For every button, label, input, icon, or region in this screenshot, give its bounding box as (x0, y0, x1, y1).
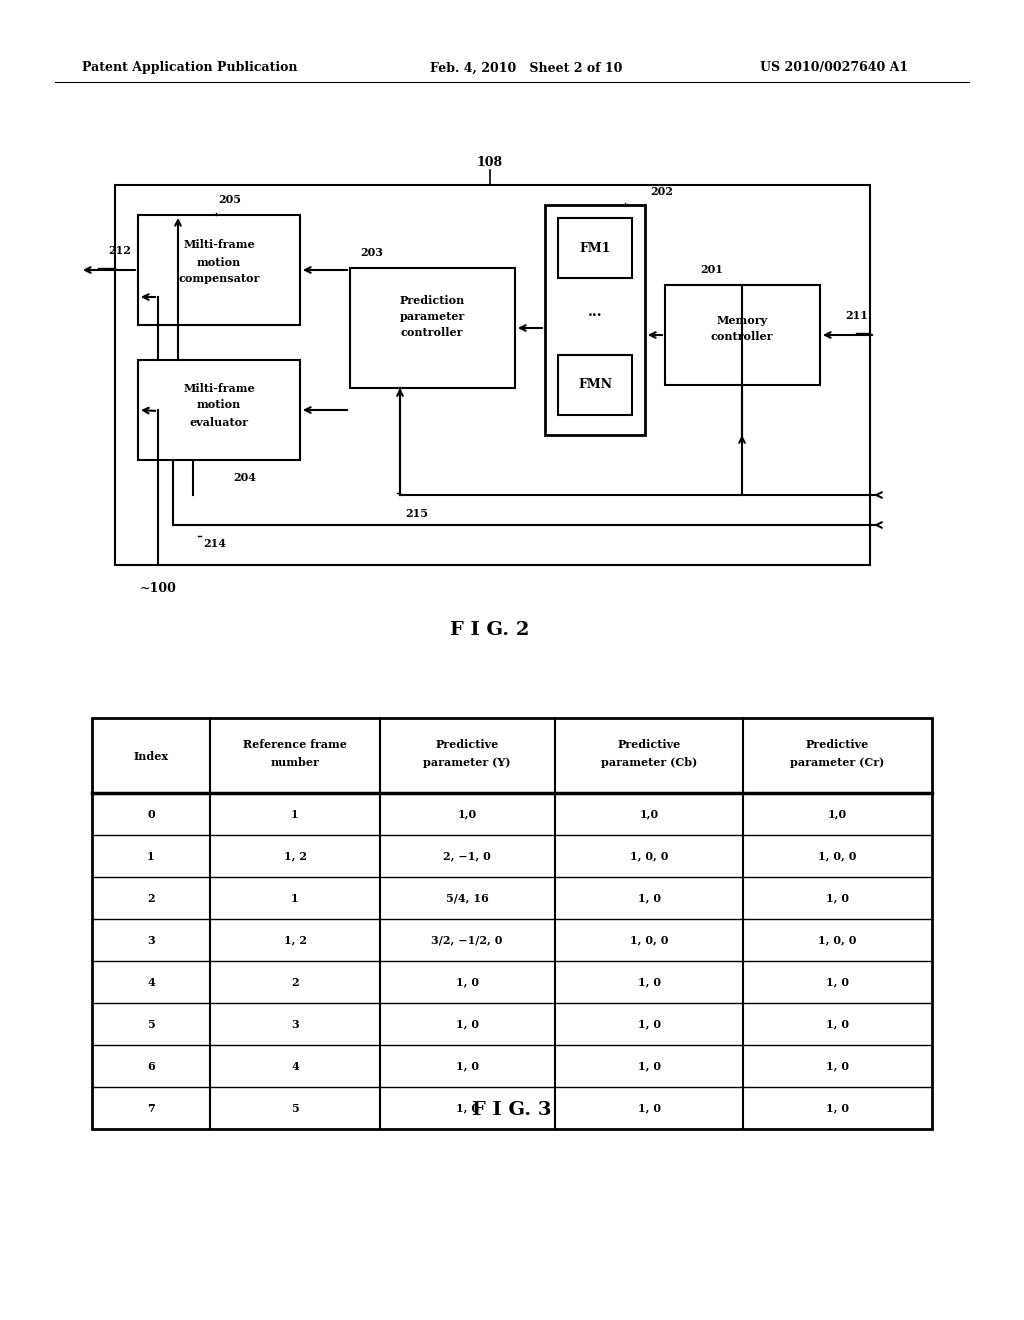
Text: 2, −1, 0: 2, −1, 0 (443, 850, 490, 862)
Text: 4: 4 (291, 1060, 299, 1072)
Text: evaluator: evaluator (189, 417, 249, 428)
Text: 3/2, −1/2, 0: 3/2, −1/2, 0 (431, 935, 503, 945)
Text: compensator: compensator (178, 273, 260, 285)
Text: 214: 214 (203, 539, 226, 549)
Text: 205: 205 (218, 194, 241, 205)
Text: 1, 0: 1, 0 (825, 977, 849, 987)
Text: 1, 2: 1, 2 (284, 935, 306, 945)
Bar (138, 215, 300, 325)
Text: 1, 0, 0: 1, 0, 0 (818, 850, 856, 862)
Text: 1, 0: 1, 0 (825, 1102, 849, 1114)
Text: Memory: Memory (717, 314, 768, 326)
Text: 1, 0: 1, 0 (456, 1019, 478, 1030)
Bar (558, 218, 632, 279)
Text: 1, 0: 1, 0 (825, 892, 849, 903)
Text: Prediction: Prediction (399, 294, 465, 305)
Text: 1, 0: 1, 0 (638, 1102, 660, 1114)
Text: Predictive: Predictive (805, 738, 868, 750)
Bar (665, 285, 820, 385)
Text: 215: 215 (406, 508, 428, 519)
Text: 202: 202 (650, 186, 673, 197)
Text: 212: 212 (108, 246, 131, 256)
Text: 1, 0: 1, 0 (638, 892, 660, 903)
Text: 1,0: 1,0 (827, 808, 847, 820)
Text: Reference frame: Reference frame (243, 738, 347, 750)
Text: 1, 0: 1, 0 (825, 1060, 849, 1072)
Text: FMN: FMN (578, 379, 612, 392)
Text: 6: 6 (147, 1060, 155, 1072)
Text: 1, 0: 1, 0 (825, 1019, 849, 1030)
Text: 2: 2 (147, 892, 155, 903)
Text: 1: 1 (291, 892, 299, 903)
Text: ~100: ~100 (140, 582, 177, 595)
Text: US 2010/0027640 A1: US 2010/0027640 A1 (760, 62, 908, 74)
Text: 1, 0: 1, 0 (638, 1060, 660, 1072)
Text: Patent Application Publication: Patent Application Publication (82, 62, 298, 74)
Bar (350, 268, 515, 388)
Text: 5/4, 16: 5/4, 16 (445, 892, 488, 903)
Text: 203: 203 (360, 247, 383, 257)
Text: Milti-frame: Milti-frame (183, 383, 255, 393)
Text: 1, 0: 1, 0 (638, 1019, 660, 1030)
Text: motion: motion (197, 256, 241, 268)
Bar (558, 355, 632, 414)
Text: 7: 7 (147, 1102, 155, 1114)
Text: 0: 0 (147, 808, 155, 820)
Text: motion: motion (197, 400, 241, 411)
Text: 201: 201 (700, 264, 723, 275)
Text: 1, 0, 0: 1, 0, 0 (818, 935, 856, 945)
Text: 1, 0: 1, 0 (456, 1102, 478, 1114)
Text: Index: Index (133, 751, 169, 762)
Text: 211: 211 (845, 310, 868, 321)
Text: 4: 4 (147, 977, 155, 987)
Text: 204: 204 (233, 473, 256, 483)
Text: controller: controller (711, 331, 773, 342)
Bar (138, 360, 300, 459)
Bar (92, 718, 932, 1129)
Text: number: number (270, 756, 319, 767)
Text: Feb. 4, 2010   Sheet 2 of 10: Feb. 4, 2010 Sheet 2 of 10 (430, 62, 623, 74)
Text: 3: 3 (291, 1019, 299, 1030)
Text: 5: 5 (291, 1102, 299, 1114)
Text: 1: 1 (291, 808, 299, 820)
Bar (115, 185, 870, 565)
Text: parameter (Y): parameter (Y) (423, 756, 511, 767)
Text: 1, 0: 1, 0 (638, 977, 660, 987)
Text: Milti-frame: Milti-frame (183, 239, 255, 251)
Text: 1, 0, 0: 1, 0, 0 (630, 935, 669, 945)
Text: ...: ... (588, 305, 602, 319)
Text: Predictive: Predictive (617, 738, 681, 750)
Text: 1, 0: 1, 0 (456, 1060, 478, 1072)
Text: 1,0: 1,0 (639, 808, 658, 820)
Text: 3: 3 (147, 935, 155, 945)
Text: F I G. 3: F I G. 3 (472, 1101, 552, 1119)
Text: F I G. 2: F I G. 2 (451, 620, 529, 639)
Text: 1,0: 1,0 (458, 808, 476, 820)
Text: controller: controller (400, 326, 463, 338)
Text: Predictive: Predictive (435, 738, 499, 750)
Text: 2: 2 (291, 977, 299, 987)
Text: 1, 0, 0: 1, 0, 0 (630, 850, 669, 862)
Text: 5: 5 (147, 1019, 155, 1030)
Text: FM1: FM1 (580, 242, 610, 255)
Text: 108: 108 (477, 156, 503, 169)
Bar (545, 205, 645, 436)
Text: parameter (Cb): parameter (Cb) (601, 756, 697, 767)
Text: parameter (Cr): parameter (Cr) (790, 756, 884, 767)
Text: 1, 2: 1, 2 (284, 850, 306, 862)
Text: 1: 1 (147, 850, 155, 862)
Text: 1, 0: 1, 0 (456, 977, 478, 987)
Text: parameter: parameter (399, 310, 465, 322)
